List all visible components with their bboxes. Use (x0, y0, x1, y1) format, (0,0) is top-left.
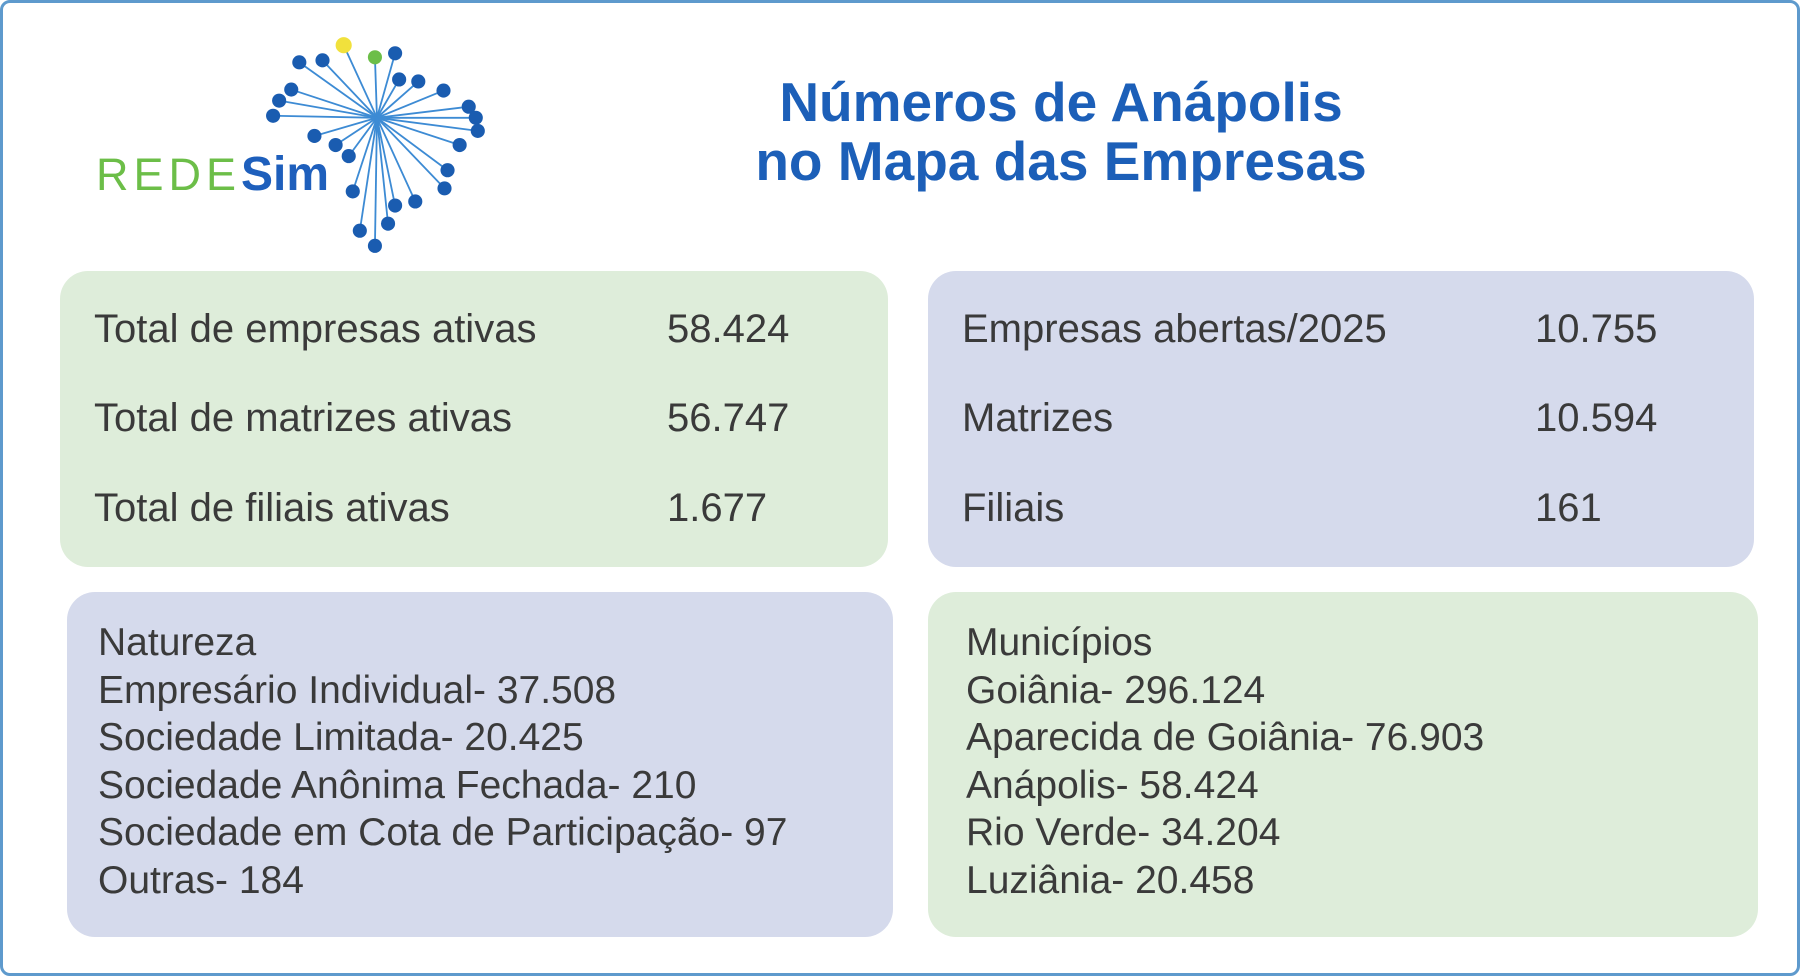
stat-row-empresas-ativas: Total de empresas ativas 58.424 (94, 307, 848, 352)
title-line-2: no Mapa das Empresas (755, 130, 1367, 192)
stat-value: 10.594 (1535, 396, 1658, 441)
stat-value: 56.747 (667, 396, 790, 441)
panel-totais-ativas: Total de empresas ativas 58.424 Total de… (60, 271, 888, 567)
redesim-logo: REDESim (96, 151, 329, 199)
network-burst-icon (266, 37, 485, 253)
burst-yellow-dot (335, 37, 352, 54)
stat-label: Total de matrizes ativas (94, 396, 512, 441)
stat-label: Total de empresas ativas (94, 307, 537, 352)
panel-municipios-title: Municípios (966, 621, 1153, 664)
stat-label: Filiais (962, 485, 1065, 530)
list-item: Rio Verde- 34.204 (966, 811, 1281, 854)
stat-value: 10.755 (1535, 307, 1658, 352)
stat-value: 161 (1535, 485, 1602, 530)
stat-value: 58.424 (667, 307, 790, 352)
title-line-1: Números de Anápolis (779, 71, 1343, 133)
stat-label: Total de filiais ativas (94, 485, 450, 530)
list-item: Outras- 184 (98, 858, 304, 902)
panel-empresas-abertas-2025: Empresas abertas/2025 10.755 Matrizes 10… (928, 271, 1754, 567)
stat-label: Empresas abertas/2025 (962, 307, 1387, 352)
stat-row-abertas: Empresas abertas/2025 10.755 (962, 307, 1714, 352)
stat-label: Matrizes (962, 396, 1114, 441)
logo-text-sim: Sim (241, 148, 330, 201)
list-item: Sociedade em Cota de Participação- 97 (98, 811, 788, 854)
stat-row-matrizes-ativas: Total de matrizes ativas 56.747 (94, 396, 848, 441)
list-item: Sociedade Anônima Fechada- 210 (98, 763, 697, 807)
stat-row-filiais: Filiais 161 (962, 486, 1714, 531)
panel-municipios: Municípios Goiânia- 296.124 Aparecida de… (928, 592, 1758, 937)
list-item: Empresário Individual- 37.508 (98, 668, 617, 712)
stat-row-matrizes: Matrizes 10.594 (962, 396, 1714, 441)
stat-row-filiais-ativas: Total de filiais ativas 1.677 (94, 486, 848, 531)
list-item: Luziânia- 20.458 (966, 858, 1255, 902)
panel-natureza: Natureza Empresário Individual- 37.508 S… (67, 592, 893, 937)
list-item: Aparecida de Goiânia- 76.903 (966, 716, 1485, 759)
panel-natureza-title: Natureza (98, 621, 257, 664)
logo-text-rede: REDE (96, 149, 242, 200)
list-item: Goiânia- 296.124 (966, 668, 1266, 712)
burst-green-dot (367, 50, 382, 65)
stat-value: 1.677 (667, 485, 768, 530)
list-item: Anápolis- 58.424 (966, 763, 1259, 807)
list-item: Sociedade Limitada- 20.425 (98, 716, 584, 759)
page-title: Números de Anápolis no Mapa das Empresas (703, 73, 1419, 191)
